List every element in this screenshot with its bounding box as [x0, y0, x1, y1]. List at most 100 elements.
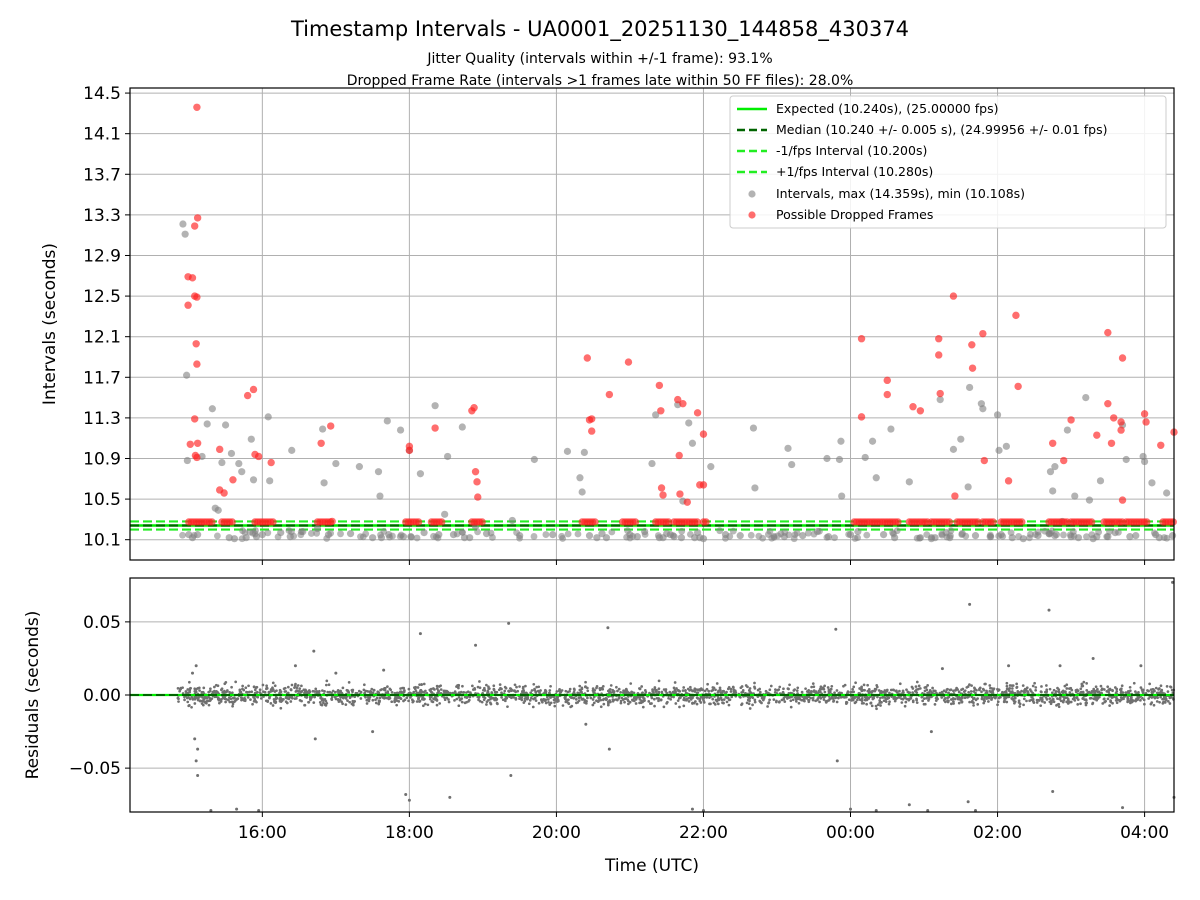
residual-point — [524, 684, 527, 688]
residual-point — [845, 700, 848, 704]
residual-point — [982, 701, 986, 705]
x-tick-label-5: 02:00 — [973, 823, 1022, 843]
legend-label-median: Median (10.240 +/- 0.005 s), (24.99956 +… — [776, 122, 1107, 137]
chart-subtitle-jitter: Jitter Quality (intervals within +/-1 fr… — [426, 51, 772, 67]
residual-point — [920, 695, 924, 699]
residuals-y-axis-label: Residuals (seconds) — [23, 611, 43, 780]
residual-point — [279, 690, 283, 694]
residual-point — [1154, 686, 1158, 690]
interval-point-dense-120 — [1031, 531, 1039, 538]
residual-point — [574, 698, 578, 701]
residual-point — [597, 695, 601, 699]
dropped-point-25 — [327, 422, 335, 430]
residual-point — [478, 699, 482, 703]
residual-point — [491, 696, 494, 700]
intervals-y-tick-label-6: 12.5 — [83, 287, 121, 307]
residual-point — [1007, 689, 1011, 693]
residual-outlier-38 — [1007, 664, 1011, 668]
residual-point — [245, 690, 248, 694]
residual-point — [616, 689, 619, 693]
residual-point — [657, 687, 661, 691]
residual-point — [179, 687, 182, 691]
dropped-cluster-point-4 — [414, 518, 423, 526]
residual-point — [207, 703, 211, 707]
residual-point — [321, 699, 325, 702]
interval-point-dense-25 — [474, 528, 481, 536]
residual-point — [1079, 687, 1083, 691]
residual-point — [620, 696, 624, 700]
residual-point — [1120, 687, 1123, 691]
residual-point — [268, 696, 271, 700]
residual-point — [563, 697, 567, 701]
residual-point — [851, 687, 854, 691]
residual-point — [880, 691, 883, 695]
residual-point — [209, 687, 212, 691]
residual-point — [253, 688, 257, 692]
residual-point — [972, 704, 975, 707]
residual-point — [196, 698, 200, 702]
residual-point — [261, 683, 265, 687]
residual-outlier-39 — [1047, 608, 1051, 612]
chart-subtitle-dropped: Dropped Frame Rate (intervals >1 frames … — [347, 73, 854, 89]
dropped-point-65 — [968, 341, 976, 349]
residual-point — [206, 699, 210, 703]
dropped-point-22 — [254, 452, 263, 461]
residual-outlier-21 — [509, 773, 513, 777]
residual-point — [548, 689, 552, 692]
dropped-point-9 — [193, 360, 201, 368]
residual-point — [365, 702, 369, 705]
residual-point — [684, 689, 687, 693]
residual-point — [1031, 695, 1034, 699]
residual-point — [996, 700, 1000, 704]
residual-point — [1126, 695, 1129, 699]
residual-point — [758, 690, 762, 694]
residual-point — [1139, 686, 1143, 689]
interval-point-dense-29 — [413, 534, 421, 542]
residual-point — [1010, 687, 1014, 690]
residual-point — [300, 684, 303, 688]
interval-point-dense-117 — [396, 533, 404, 540]
residual-point — [819, 697, 823, 700]
residual-point — [983, 695, 987, 699]
residual-point — [1005, 681, 1009, 685]
residual-point — [442, 689, 446, 693]
residual-point — [459, 698, 463, 701]
interval-point-dense-51 — [947, 532, 954, 540]
interval-point-106 — [854, 527, 862, 536]
residual-point — [529, 696, 533, 700]
residual-point — [1168, 702, 1172, 705]
residual-point — [419, 689, 423, 692]
interval-point-20 — [247, 435, 255, 443]
residual-point — [532, 682, 536, 686]
residual-point — [1108, 687, 1112, 691]
residual-point — [482, 688, 485, 692]
residual-point — [722, 689, 726, 693]
residual-point — [822, 698, 826, 702]
residual-point — [768, 698, 771, 702]
interval-point-51 — [441, 510, 449, 518]
residual-point — [1169, 685, 1172, 689]
interval-point-92 — [736, 532, 744, 540]
residual-point — [706, 682, 709, 686]
dropped-point-40 — [624, 358, 633, 366]
residual-point — [800, 690, 804, 694]
interval-point-dense-20 — [558, 532, 566, 540]
residual-point — [1003, 696, 1006, 700]
interval-point-dense-60 — [1115, 528, 1122, 536]
residual-point — [216, 684, 220, 688]
residual-point — [768, 688, 772, 692]
residual-point — [942, 689, 946, 693]
residual-point — [751, 703, 754, 707]
dropped-point-20 — [249, 385, 258, 394]
residual-point — [1142, 698, 1146, 702]
residual-point — [231, 691, 234, 695]
residual-point — [963, 696, 967, 700]
residual-point — [652, 697, 656, 701]
interval-point-dense-93 — [190, 531, 198, 539]
residual-point — [675, 687, 678, 690]
dropped-point-31 — [470, 404, 478, 412]
residual-outlier-29 — [849, 807, 853, 811]
interval-point-dense-98 — [831, 534, 838, 542]
residual-outlier-42 — [1091, 656, 1095, 660]
interval-point-142 — [1063, 426, 1071, 434]
